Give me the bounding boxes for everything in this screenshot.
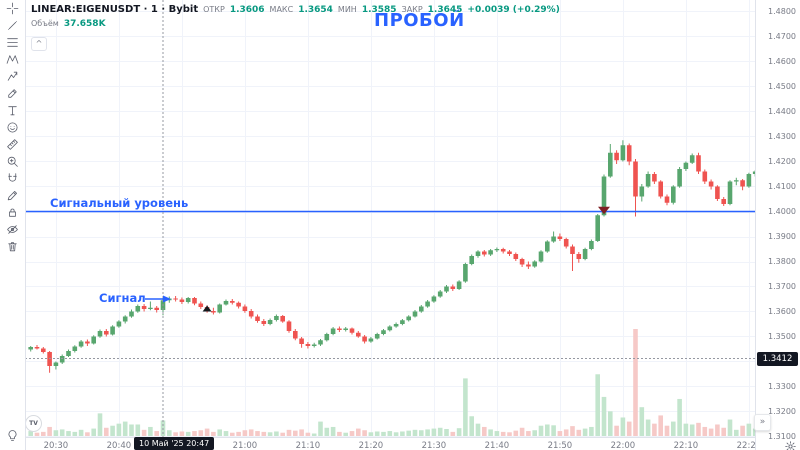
- fib-retracement-icon[interactable]: [0, 34, 25, 51]
- price-tick: 1.4000: [768, 206, 796, 216]
- crosshair-time-badge: 10 Май '25 20:47: [134, 437, 215, 450]
- brush-icon[interactable]: [0, 85, 25, 102]
- close-value: 1.3645: [427, 5, 463, 15]
- lock-all-drawings-icon[interactable]: [0, 204, 25, 221]
- forecast-icon[interactable]: [0, 68, 25, 85]
- volume-bars: [28, 329, 755, 436]
- crosshair-icon[interactable]: [0, 0, 25, 17]
- time-tick: 21:50: [547, 441, 573, 450]
- price-tick: 1.4100: [768, 181, 796, 191]
- change-value: +0.0039 (+0.29%): [467, 5, 560, 15]
- price-tick: 1.4500: [768, 81, 796, 91]
- trend-line-icon[interactable]: [0, 17, 25, 34]
- price-tick: 1.4200: [768, 156, 796, 166]
- gridlines: [25, 0, 755, 437]
- low-label: МИН: [337, 5, 357, 14]
- price-tick: 1.4700: [768, 31, 796, 41]
- signal-label[interactable]: Сигнал: [99, 291, 146, 305]
- chart-canvas[interactable]: [25, 0, 755, 437]
- price-tick: 1.3600: [768, 306, 796, 316]
- lightbulb-icon[interactable]: [6, 427, 19, 446]
- time-tick: 22:00: [610, 441, 636, 450]
- price-tick: 1.3300: [768, 381, 796, 391]
- chart-pane[interactable]: [25, 0, 755, 437]
- tradingview-logo: TV: [26, 416, 41, 431]
- time-tick: 20:30: [43, 441, 69, 450]
- volume-indicator-value: 37.658K: [63, 19, 106, 29]
- time-tick: 20:40: [106, 441, 132, 450]
- price-tick: 1.3900: [768, 231, 796, 241]
- open-value: 1.3606: [229, 5, 265, 15]
- remove-objects-icon[interactable]: [0, 238, 25, 255]
- stay-in-drawing-mode-icon[interactable]: [0, 187, 25, 204]
- low-value: 1.3585: [361, 5, 397, 15]
- price-tick: 1.3500: [768, 331, 796, 341]
- emoji-icon[interactable]: [0, 119, 25, 136]
- ruler-icon[interactable]: [0, 136, 25, 153]
- zoom-in-icon[interactable]: [0, 153, 25, 170]
- chart-legend: LINEAR:EIGENUSDT · 1 · Bybit ОТКР 1.3606…: [31, 4, 560, 51]
- price-tick: 1.4800: [768, 6, 796, 16]
- time-tick: 21:10: [295, 441, 321, 450]
- price-tick: 1.4600: [768, 56, 796, 66]
- price-tick: 1.3800: [768, 256, 796, 266]
- text-icon[interactable]: [0, 102, 25, 119]
- time-tick: 21:40: [484, 441, 510, 450]
- drawing-toolbar: [0, 0, 26, 450]
- symbol-title[interactable]: LINEAR:EIGENUSDT · 1 · Bybit: [31, 4, 199, 15]
- candles: [28, 140, 755, 373]
- magnet-icon[interactable]: [0, 170, 25, 187]
- price-tick: 1.4400: [768, 106, 796, 116]
- legend-collapse-button[interactable]: ^: [31, 37, 47, 51]
- price-tick: 1.3700: [768, 281, 796, 291]
- close-label: ЗАКР: [401, 5, 423, 14]
- signal-arrow-icon[interactable]: [145, 294, 171, 304]
- price-axis[interactable]: 1.4800 1.4700 1.4600 1.4500 1.4400 1.4300 1.42…: [755, 0, 800, 450]
- trade-markers[interactable]: [202, 206, 610, 312]
- high-value: 1.3654: [298, 5, 333, 15]
- time-tick: 22:20: [736, 441, 762, 450]
- crosshair-price-badge: 1.3412: [757, 351, 798, 366]
- open-label: ОТКР: [203, 5, 225, 14]
- goto-realtime-button[interactable]: »: [754, 414, 771, 431]
- price-tick: 1.3200: [768, 406, 796, 416]
- time-tick: 21:20: [358, 441, 384, 450]
- price-tick: 1.3100: [768, 431, 796, 441]
- breakout-annotation[interactable]: ПРОБОЙ: [374, 10, 465, 31]
- xabcd-pattern-icon[interactable]: [0, 51, 25, 68]
- signal-level-label[interactable]: Сигнальный уровень: [50, 196, 189, 210]
- price-tick: 1.4300: [768, 131, 796, 141]
- high-label: МАКС: [269, 5, 294, 14]
- time-tick: 22:10: [673, 441, 699, 450]
- time-tick: 21:00: [232, 441, 258, 450]
- hide-all-drawings-icon[interactable]: [0, 221, 25, 238]
- crosshair-lines: [25, 0, 755, 437]
- volume-indicator-label: Объём: [31, 19, 59, 28]
- price-axis-settings-gear-icon[interactable]: [784, 438, 797, 450]
- time-tick: 21:30: [421, 441, 447, 450]
